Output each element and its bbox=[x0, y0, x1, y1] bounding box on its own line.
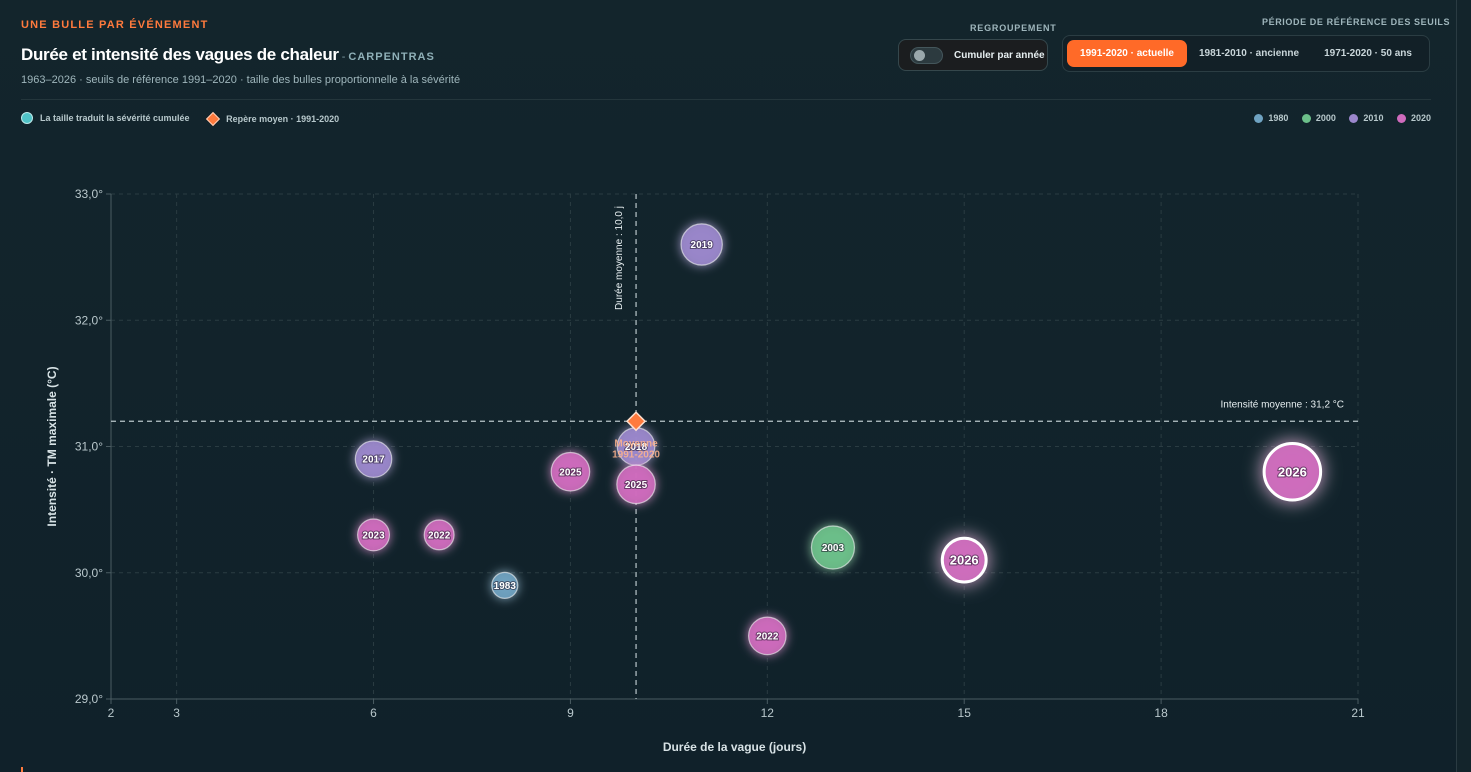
legend-size-note: La taille traduit la sévérité cumulée bbox=[21, 112, 190, 124]
x-tick-label: 18 bbox=[1154, 706, 1168, 720]
y-tick-label: 33,0° bbox=[75, 187, 103, 201]
bubble-2019[interactable]: 2019 bbox=[680, 223, 723, 266]
header-divider bbox=[21, 99, 1431, 100]
legend-decade-2010[interactable]: 2010 bbox=[1349, 113, 1383, 123]
legend-decade-2000[interactable]: 2000 bbox=[1301, 113, 1336, 123]
period-selector: 1991-2020 · actuelle 1981-2010 · ancienn… bbox=[1062, 35, 1430, 72]
mean-duration-label: Durée moyenne : 10,0 j bbox=[614, 206, 625, 310]
mean-marker-diamond bbox=[625, 411, 647, 432]
toggle-switch[interactable] bbox=[910, 47, 943, 64]
period-option-1981-2010[interactable]: 1981-2010 · ancienne bbox=[1198, 48, 1300, 59]
x-tick-label: 12 bbox=[761, 706, 775, 720]
bubble-circle[interactable] bbox=[810, 525, 856, 570]
bubble-circle[interactable] bbox=[616, 464, 656, 505]
bubble-label: 2003 bbox=[822, 543, 845, 554]
bubble-2022[interactable]: 2022 bbox=[747, 616, 787, 656]
y-axis-title: Intensité · TM maximale (°C) bbox=[45, 366, 59, 526]
title-row: Durée et intensité des vagues de chaleur… bbox=[21, 45, 435, 65]
bubble-label: 2023 bbox=[362, 530, 385, 541]
title-separator: - bbox=[341, 51, 346, 63]
bubble-label: 2026 bbox=[1278, 464, 1307, 479]
bubble-circle[interactable] bbox=[357, 518, 391, 552]
x-tick-label: 21 bbox=[1351, 706, 1365, 720]
bubble-label: 2022 bbox=[428, 530, 451, 541]
eyebrow-label: UNE BULLE PAR ÉVÉNEMENT bbox=[21, 19, 209, 31]
bubble-1983[interactable]: 1983 bbox=[491, 571, 519, 599]
legend-decade-1980[interactable]: 1980 bbox=[1254, 113, 1288, 123]
accent-mark bbox=[21, 767, 23, 772]
period-label: PÉRIODE DE RÉFÉRENCE DES SEUILS bbox=[1262, 17, 1451, 27]
x-tick-label: 6 bbox=[370, 706, 377, 720]
bubble-label: 1983 bbox=[494, 581, 517, 592]
y-tick-label: 31,0° bbox=[75, 440, 103, 454]
bubble-2026[interactable]: 2026 bbox=[940, 536, 988, 584]
legend-decade-2020[interactable]: 2020 bbox=[1396, 113, 1431, 123]
bubble-circle[interactable] bbox=[354, 440, 393, 478]
bubble-icon bbox=[21, 112, 33, 124]
decade-legend: 1980 2000 2010 2020 bbox=[1243, 113, 1431, 125]
page-title: Durée et intensité des vagues de chaleur bbox=[21, 45, 339, 64]
legend-dot bbox=[1349, 113, 1359, 123]
bubble-2025[interactable]: 2025 bbox=[616, 464, 656, 505]
bubble-2003[interactable]: 2003 bbox=[810, 525, 856, 570]
station-name: CARPENTRAS bbox=[348, 51, 435, 63]
legend-marker-note: Repère moyen · 1991-2020 bbox=[206, 111, 339, 127]
y-tick-label: 29,0° bbox=[75, 692, 103, 706]
x-tick-label: 3 bbox=[173, 706, 180, 720]
x-tick-label: 2 bbox=[108, 706, 115, 720]
bubble-circle[interactable] bbox=[491, 571, 519, 599]
bubble-2022[interactable]: 2022 bbox=[423, 519, 455, 551]
y-tick-label: 30,0° bbox=[75, 566, 103, 580]
bubble-circle[interactable] bbox=[680, 223, 723, 266]
bubble-circle[interactable] bbox=[1262, 442, 1323, 502]
toggle-label: Cumuler par année bbox=[954, 50, 1045, 61]
mean-intensity-label: Intensité moyenne : 31,2 °C bbox=[1220, 399, 1344, 410]
bubble-label: 2025 bbox=[625, 480, 648, 491]
mean-marker-label-period: 1991-2020 bbox=[612, 449, 660, 460]
page-subtitle: 1963–2026 · seuils de référence 1991–202… bbox=[21, 74, 461, 86]
grouping-label: REGROUPEMENT bbox=[970, 23, 1057, 33]
bubble-label: 2019 bbox=[691, 240, 714, 251]
x-tick-label: 15 bbox=[958, 706, 972, 720]
bubble-2025[interactable]: 2025 bbox=[550, 451, 591, 492]
toggle-knob bbox=[914, 50, 925, 61]
cumulate-toggle[interactable]: Cumuler par année bbox=[898, 39, 1048, 71]
bubble-label: 2017 bbox=[362, 455, 385, 466]
mean-marker-label: Moyenne bbox=[614, 438, 658, 449]
legend-dot bbox=[1396, 113, 1406, 123]
period-option-1971-2020[interactable]: 1971-2020 · 50 ans bbox=[1324, 48, 1412, 59]
period-option-1991-2020[interactable]: 1991-2020 · actuelle bbox=[1067, 40, 1187, 67]
bubble-2023[interactable]: 2023 bbox=[357, 518, 391, 552]
bubble-label: 2022 bbox=[756, 631, 779, 642]
bubble-2017[interactable]: 2017 bbox=[354, 440, 393, 478]
y-tick-label: 32,0° bbox=[75, 313, 103, 327]
bubble-2026[interactable]: 2026 bbox=[1262, 442, 1323, 502]
chart-legend-notes: La taille traduit la sévérité cumulée Re… bbox=[21, 111, 353, 127]
bubble-circle[interactable] bbox=[747, 616, 787, 656]
bubble-circle[interactable] bbox=[423, 519, 455, 551]
legend-dot bbox=[1254, 113, 1264, 123]
bubble-label: 2025 bbox=[559, 467, 582, 478]
bubble-circle[interactable] bbox=[940, 536, 988, 584]
x-axis-title: Durée de la vague (jours) bbox=[663, 740, 806, 754]
bubble-2018[interactable]: 2018 bbox=[616, 427, 656, 466]
bubble-label: 2026 bbox=[950, 553, 979, 568]
legend-dot bbox=[1301, 113, 1311, 123]
bubble-circle[interactable] bbox=[550, 451, 591, 492]
x-tick-label: 9 bbox=[567, 706, 574, 720]
bubble-label: 2018 bbox=[625, 442, 648, 453]
